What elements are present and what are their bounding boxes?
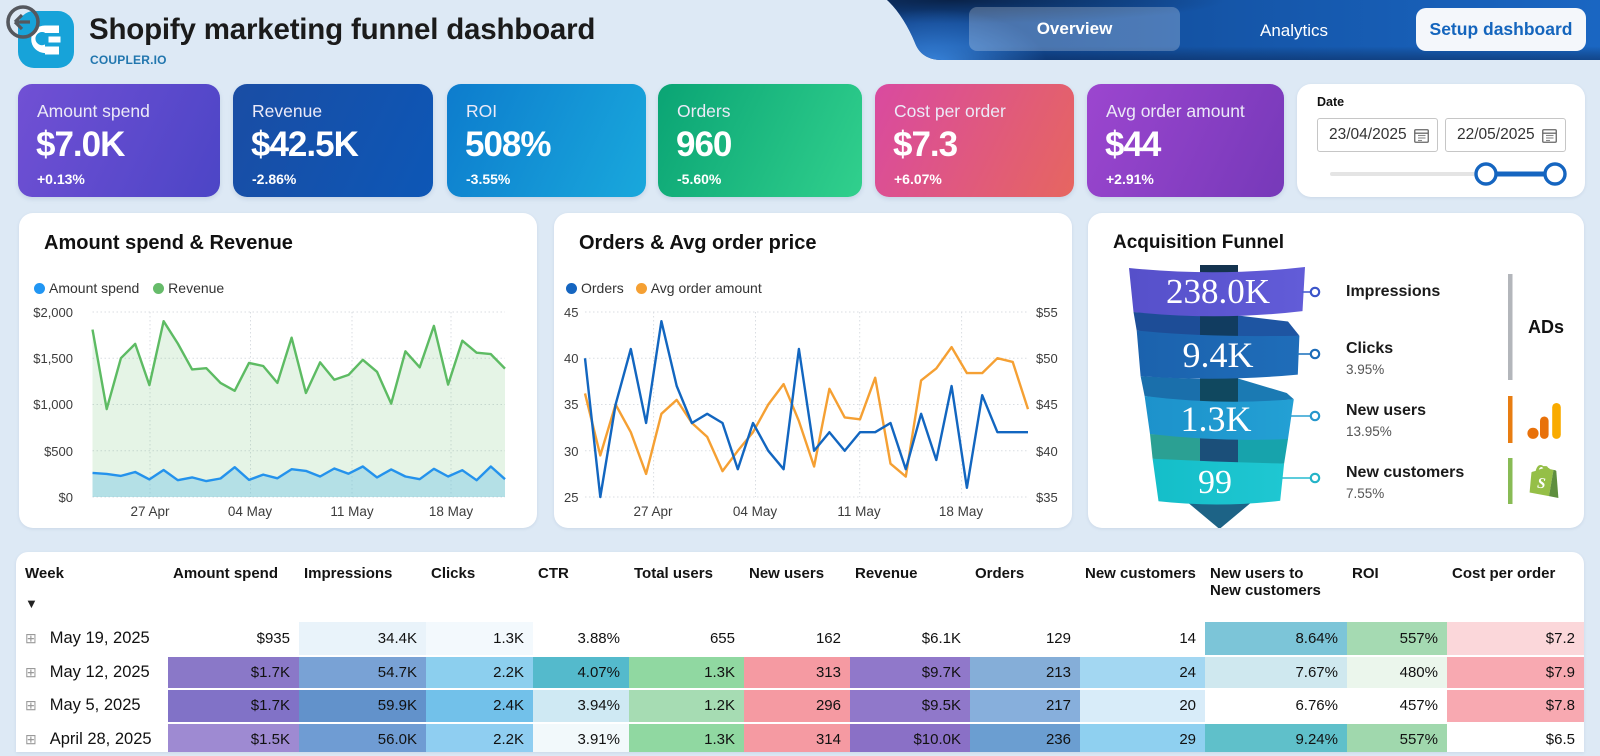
svg-text:9.4K: 9.4K (1183, 335, 1254, 375)
svg-text:99: 99 (1198, 464, 1232, 501)
svg-text:1.3K: 1.3K (1181, 399, 1252, 439)
svg-text:S: S (1536, 476, 1546, 493)
svg-text:238.0K: 238.0K (1166, 272, 1270, 311)
